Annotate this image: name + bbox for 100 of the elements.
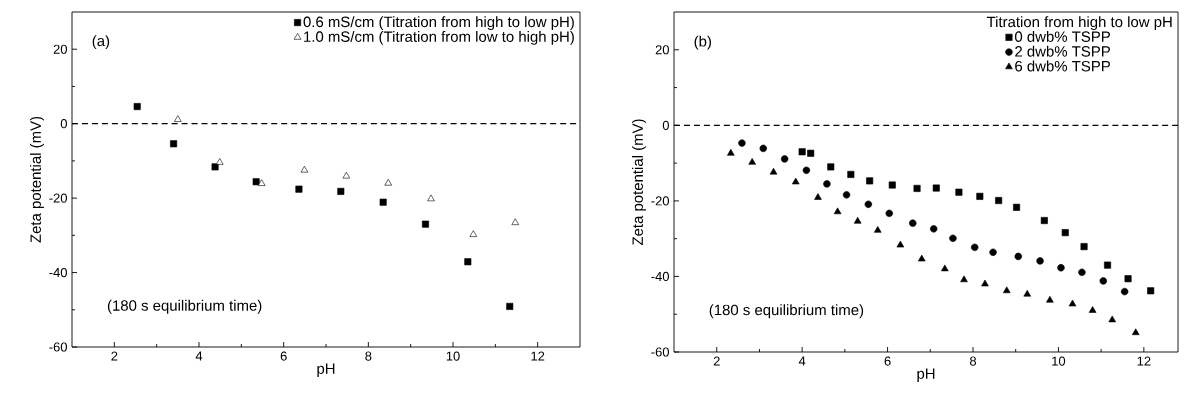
- point: [1014, 252, 1022, 261]
- point: [384, 178, 392, 186]
- point: [1131, 328, 1140, 336]
- x-axis-title: pH: [917, 368, 935, 382]
- point: [955, 188, 963, 196]
- legend-label: 6 dwb% TSPP: [1015, 60, 1110, 72]
- point: [791, 177, 800, 185]
- point: [930, 225, 938, 233]
- point: [506, 302, 514, 310]
- point: [1040, 217, 1048, 225]
- point: [422, 220, 429, 228]
- point: [342, 171, 351, 179]
- point: [989, 248, 997, 256]
- y-tick-label: -20: [651, 196, 669, 206]
- point: [780, 155, 789, 163]
- point: [1061, 229, 1069, 237]
- point: [866, 177, 874, 185]
- point: [847, 170, 855, 178]
- point: [257, 179, 266, 186]
- point: [1057, 264, 1065, 272]
- point: [1088, 306, 1097, 313]
- point: [337, 187, 345, 195]
- point: [170, 140, 178, 148]
- annotation: (180 s equilibrium time): [107, 299, 262, 314]
- point: [769, 167, 778, 175]
- point: [1013, 203, 1021, 211]
- legend-label: 2 dwb% TSPP: [1015, 45, 1110, 57]
- point: [823, 180, 831, 188]
- point: [941, 264, 949, 272]
- x-tick-label: 10: [446, 351, 460, 361]
- point: [1036, 257, 1044, 265]
- annotation: (b): [694, 35, 711, 50]
- point: [853, 217, 862, 224]
- point: [864, 200, 873, 208]
- point: [802, 166, 811, 174]
- point: [174, 115, 182, 122]
- point: [1023, 289, 1031, 297]
- y-axis-title: Zeta potential (mV): [632, 119, 646, 246]
- point: [252, 178, 260, 186]
- point: [842, 191, 851, 199]
- point: [827, 163, 835, 171]
- point: [216, 158, 224, 165]
- x-axis-title: pH: [317, 363, 335, 377]
- legend-label: 0 dwb% TSPP: [1014, 30, 1110, 42]
- point: [464, 258, 472, 266]
- point: [427, 194, 435, 202]
- y-tick-label: 0: [60, 119, 67, 129]
- legend-label: 1.0 mS/cm (Titration from low to high pH): [304, 30, 574, 45]
- point: [885, 209, 893, 218]
- x-tick-label: 10: [1052, 356, 1066, 366]
- point: [1108, 315, 1116, 323]
- y-tick-label: -60: [651, 347, 669, 357]
- y-tick-label: -60: [49, 342, 67, 352]
- point: [833, 207, 842, 215]
- x-tick-label: 4: [195, 351, 203, 361]
- point: [379, 198, 387, 206]
- x-tick-label: 8: [365, 351, 372, 361]
- point: [300, 165, 309, 173]
- point: [295, 185, 303, 193]
- point: [727, 149, 735, 156]
- point: [949, 234, 957, 242]
- point: [738, 139, 746, 147]
- point: [971, 243, 979, 252]
- point: [1068, 299, 1077, 307]
- point: [888, 181, 896, 189]
- point: [896, 240, 905, 248]
- x-tick-label: 6: [884, 356, 891, 366]
- y-tick-label: 0: [662, 120, 669, 130]
- point: [469, 230, 478, 237]
- point: [1080, 243, 1088, 251]
- x-tick-label: 6: [280, 351, 287, 361]
- point: [976, 192, 984, 200]
- y-tick-label: -40: [651, 271, 669, 282]
- point: [1078, 268, 1086, 276]
- point: [917, 254, 926, 262]
- point: [960, 275, 968, 283]
- annotation: (a): [92, 35, 110, 50]
- point: [1099, 277, 1107, 285]
- point: [913, 184, 921, 192]
- annotation: (180 s equilibrium time): [709, 304, 864, 319]
- point: [932, 184, 940, 192]
- point: [1046, 295, 1054, 303]
- y-tick-label: -20: [49, 193, 67, 203]
- x-tick-label: 2: [111, 351, 118, 361]
- legend-label: 0.6 mS/cm (Titration from high to low pH): [303, 16, 574, 31]
- point: [133, 103, 141, 111]
- point: [1147, 287, 1155, 295]
- point: [1120, 287, 1129, 296]
- point: [814, 193, 822, 200]
- x-tick-label: 2: [713, 356, 720, 366]
- legend-title: Titration from high to low pH: [986, 16, 1172, 31]
- x-tick-label: 12: [531, 351, 545, 361]
- y-tick-label: 20: [655, 45, 669, 55]
- point: [798, 148, 806, 156]
- point: [995, 197, 1003, 204]
- point: [807, 149, 815, 157]
- y-tick-label: -40: [49, 267, 67, 278]
- point: [211, 163, 219, 171]
- y-tick-label: 20: [53, 44, 67, 54]
- point: [1104, 261, 1112, 269]
